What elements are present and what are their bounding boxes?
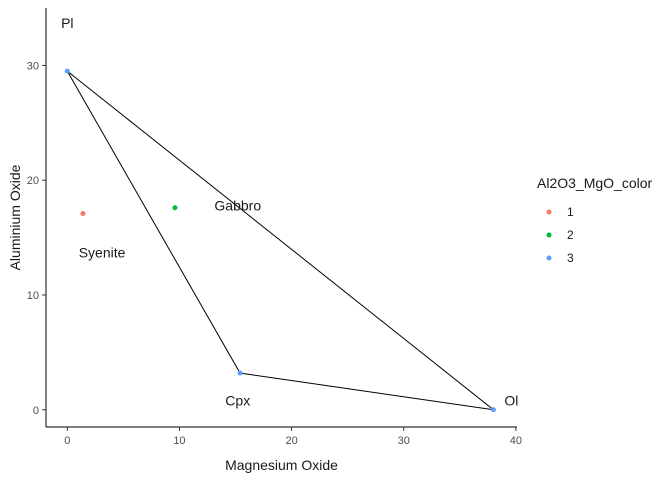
legend-key-dot — [546, 232, 552, 238]
legend-entry-label: 2 — [567, 228, 574, 242]
legend-key-dot — [546, 255, 552, 261]
annotation-label: Cpx — [225, 393, 250, 409]
x-tick-label: 40 — [510, 435, 522, 447]
x-tick-label: 10 — [173, 435, 185, 447]
legend: Al2O3_MgO_color 1 2 3 — [537, 175, 653, 265]
field-boundary-line — [66, 70, 496, 411]
x-axis-ticks: 0 10 20 30 40 — [64, 427, 522, 447]
x-axis-title: Magnesium Oxide — [225, 457, 338, 473]
y-tick-label: 30 — [27, 60, 39, 72]
x-tick-label: 0 — [64, 435, 70, 447]
annotation-label: Pl — [61, 15, 73, 31]
annotation-label: Gabbro — [214, 197, 261, 213]
annotation-layer: Pl Gabbro Syenite Cpx Ol — [61, 15, 518, 409]
data-point — [237, 370, 243, 376]
x-tick-label: 20 — [285, 435, 297, 447]
data-point — [490, 407, 496, 413]
points-layer — [64, 68, 496, 413]
annotation-label: Ol — [504, 393, 518, 409]
y-axis-ticks: 0 10 20 30 — [27, 60, 46, 417]
data-point — [80, 210, 86, 216]
legend-items: 1 2 3 — [546, 205, 574, 265]
legend-title: Al2O3_MgO_color — [537, 175, 653, 191]
y-axis-title: Aluminium Oxide — [7, 164, 23, 270]
legend-key-dot — [546, 209, 552, 215]
data-point — [64, 68, 70, 74]
x-tick-label: 30 — [398, 435, 410, 447]
annotation-label: Syenite — [79, 245, 126, 261]
data-point — [172, 205, 178, 211]
plot-area: Pl Gabbro Syenite Cpx Ol — [61, 15, 518, 413]
y-tick-label: 20 — [27, 175, 39, 187]
y-tick-label: 0 — [33, 405, 39, 417]
polygon-layer — [66, 70, 496, 411]
legend-entry-label: 3 — [567, 251, 574, 265]
y-tick-label: 10 — [27, 290, 39, 302]
legend-entry-label: 1 — [567, 205, 574, 219]
